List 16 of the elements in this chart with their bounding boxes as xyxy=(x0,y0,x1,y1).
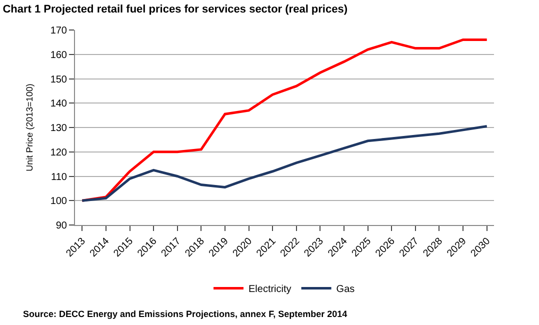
y-tick-label: 150 xyxy=(50,74,68,86)
y-tick-label: 110 xyxy=(51,172,68,183)
y-tick-label: 140 xyxy=(50,98,68,110)
y-tick-label: 120 xyxy=(50,147,68,158)
line-series xyxy=(80,38,488,202)
y-tick-label: 90 xyxy=(56,220,68,232)
chart-title: Chart 1 Projected retail fuel prices for services sector (real prices) xyxy=(2,4,348,16)
y-axis-title: Unit Price (2013=100) xyxy=(24,84,35,172)
legend-label: Gas xyxy=(336,284,355,296)
y-tick-label: 170 xyxy=(50,26,68,36)
y-tick-label: 100 xyxy=(50,196,68,208)
line-series xyxy=(80,125,488,202)
legend-label: Electricity xyxy=(248,284,292,296)
y-tick-label: 130 xyxy=(50,123,68,134)
source-note: Source: DECC Energy and Emissions Projections, annex F, September 2014 xyxy=(23,309,348,319)
y-tick-label: 160 xyxy=(50,50,68,61)
